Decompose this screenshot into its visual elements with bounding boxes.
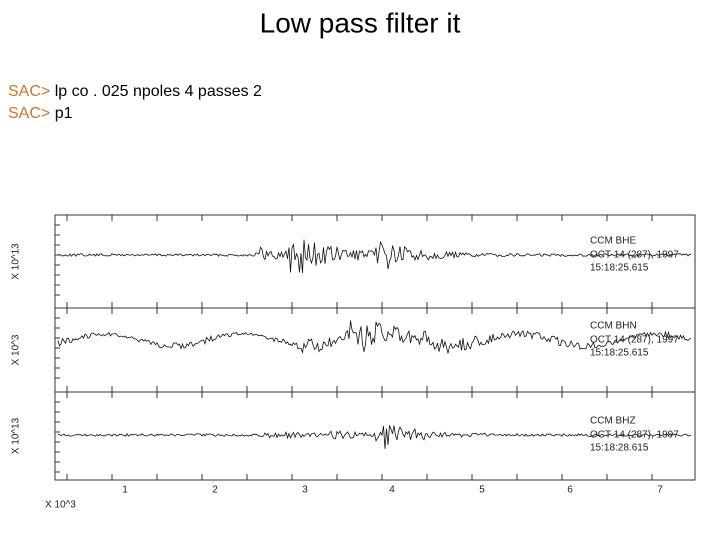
x-tick-label: 4 [389,485,395,496]
trace-date: OCT 14 (287), 1997 [590,250,679,261]
trace-station: CCM BHE [590,236,636,247]
waveform [57,425,692,449]
y-axis-label: X 10^13 [11,243,22,280]
trace-date: OCT 14 (287), 1997 [590,430,679,441]
x-tick-label: 2 [212,485,218,496]
trace-station: CCM BHN [590,321,637,332]
trace-time: 15:18:28.615 [590,443,649,454]
waveform [57,239,692,274]
command: lp co . 025 npoles 4 passes 2 [55,83,262,100]
x-tick-label: 1 [122,485,128,496]
y-axis-label: X 10^3 [11,334,22,365]
command: p1 [55,105,73,122]
trace-station: CCM BHZ [590,416,636,427]
command-line: SAC> lp co . 025 npoles 4 passes 2 [8,83,262,100]
trace-time: 15:18:25.615 [590,348,649,359]
x-tick-label: 5 [479,485,485,496]
y-axis-label: X 10^13 [11,417,22,454]
x-tick-label: 3 [302,485,308,496]
waveform [57,320,692,355]
x-axis-label: X 10^3 [45,500,76,511]
x-tick-label: 7 [657,485,663,496]
slide-title: Low pass filter it [260,7,461,38]
prompt: SAC> [8,83,50,100]
trace-time: 15:18:25.615 [590,263,649,274]
prompt: SAC> [8,105,50,122]
x-tick-label: 6 [567,485,573,496]
command-line: SAC> p1 [8,105,73,122]
trace-date: OCT 14 (287), 1997 [590,335,679,346]
seismogram-plot: CCM BHE OCT 14 (287), 1997 15:18:25.615 X 1… [11,214,696,511]
